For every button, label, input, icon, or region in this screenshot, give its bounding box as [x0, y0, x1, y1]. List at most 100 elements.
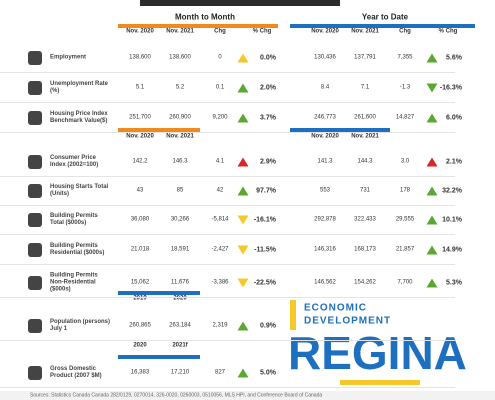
trend-arrow — [237, 83, 249, 93]
row-separator — [0, 340, 455, 341]
column-header: Chg — [214, 28, 226, 35]
logo-accent — [290, 300, 296, 330]
cell-value: -3,386 — [211, 279, 229, 286]
row-icon — [28, 366, 42, 380]
cell-value: 18,591 — [170, 246, 190, 253]
trend-arrow — [237, 113, 249, 123]
row-label: Gross Domestic Product (2007 $M) — [50, 366, 102, 379]
row-separator — [0, 387, 455, 388]
cell-value: 0.1 — [215, 84, 225, 91]
cell-value: 251,700 — [129, 114, 151, 121]
cell-value: 144.3 — [357, 158, 373, 165]
cell-value: -2,427 — [211, 246, 229, 253]
row-label: Employment — [50, 54, 87, 61]
cell-value: 146,562 — [314, 279, 336, 286]
trend-arrow — [237, 53, 249, 63]
section-header: Year to Date — [361, 12, 409, 22]
cell-value: 5.1 — [135, 84, 145, 91]
row-separator — [0, 264, 455, 265]
cell-value: 146.3 — [172, 158, 188, 165]
cell-value: 9,200 — [212, 114, 228, 121]
sources: Sources: Statistics Canada Canada 282/01… — [30, 392, 323, 399]
trend-arrow — [426, 186, 438, 196]
percent-change: 10.1% — [442, 216, 462, 224]
row-label: Building Permits Residential ($000s) — [50, 243, 105, 256]
cell-value: -1.3 — [399, 84, 411, 91]
cell-value: 21,857 — [395, 246, 415, 253]
trend-arrow — [426, 278, 438, 288]
percent-change: 2.1% — [446, 158, 462, 166]
row-icon — [28, 319, 42, 333]
trend-arrow — [426, 215, 438, 225]
trend-arrow — [237, 321, 249, 331]
cell-value: 138,600 — [169, 54, 191, 61]
column-header: Nov. 2021 — [351, 28, 379, 35]
percent-change: 97.7% — [256, 187, 276, 195]
column-header: Nov. 2020 — [311, 133, 339, 140]
trend-arrow — [426, 83, 438, 93]
cell-value: 85 — [176, 187, 184, 194]
trend-arrow — [237, 368, 249, 378]
row-label: Building Permits Non-Residential ($000s) — [50, 272, 98, 293]
column-header: Nov. 2020 — [126, 133, 154, 140]
row-label: Housing Price Index Benchmark Value($) — [50, 111, 108, 124]
cell-value: 14,827 — [395, 114, 415, 121]
trend-arrow — [426, 113, 438, 123]
cell-value: 322,433 — [354, 216, 376, 223]
cell-value: 11,676 — [171, 279, 189, 286]
column-header: Nov. 2021 — [351, 133, 379, 140]
section-header: Month to Month — [175, 12, 235, 22]
cell-value: 21,018 — [130, 246, 150, 253]
percent-change: 5.3% — [446, 279, 462, 287]
cell-value: 7.1 — [360, 84, 370, 91]
trend-arrow — [237, 157, 249, 167]
row-separator — [0, 205, 455, 206]
percent-change: -11.5% — [254, 246, 276, 254]
row-icon — [28, 111, 42, 125]
cell-value: 16,383 — [130, 369, 150, 376]
percent-change: -22.5% — [253, 279, 276, 287]
row-label: Consumer Price Index (2002=100) — [50, 155, 99, 168]
column-header: Nov. 2020 — [311, 28, 339, 35]
column-header: Chg — [399, 28, 411, 35]
cell-value: 42 — [216, 187, 224, 194]
row-label: Housing Starts Total (Units) — [50, 184, 109, 197]
cell-value: 260,900 — [169, 114, 191, 121]
header-underline — [290, 24, 475, 28]
cell-value: 137,791 — [354, 54, 376, 61]
row-separator — [0, 234, 455, 235]
column-header: Nov. 2021 — [166, 133, 194, 140]
column-header: 2020 — [133, 342, 147, 349]
cell-value: -5,814 — [211, 216, 229, 223]
percent-change: 14.9% — [442, 246, 462, 254]
logo-wordmark: REGINA — [288, 327, 467, 379]
cell-value: 246,773 — [314, 114, 336, 121]
row-icon — [28, 243, 42, 257]
cell-value: 260,865 — [129, 322, 151, 329]
trend-arrow — [426, 157, 438, 167]
row-separator — [0, 297, 455, 298]
cell-value: 178 — [399, 187, 411, 194]
column-header: 2021f — [172, 342, 188, 349]
cell-value: 15,062 — [130, 279, 150, 286]
logo-accent — [340, 380, 420, 385]
percent-change: 5.6% — [446, 54, 462, 62]
cell-value: 130,436 — [314, 54, 336, 61]
cell-value: 30,266 — [170, 216, 190, 223]
trend-arrow — [237, 215, 249, 225]
percent-change: 6.0% — [446, 114, 462, 122]
percent-change: 0.0% — [260, 54, 276, 62]
subheader-bar — [290, 128, 390, 132]
row-label: Unemployment Rate (%) — [50, 81, 109, 94]
percent-change: 2.9% — [260, 158, 276, 166]
logo-text: ECONOMIC — [304, 302, 367, 314]
cell-value: 43 — [136, 187, 144, 194]
row-icon — [28, 81, 42, 95]
column-header: Nov. 2021 — [166, 28, 194, 35]
cell-value: 141.3 — [317, 158, 333, 165]
cell-value: 731 — [359, 187, 371, 194]
cell-value: 292,878 — [314, 216, 336, 223]
trend-arrow — [237, 278, 249, 288]
row-icon — [28, 155, 42, 169]
